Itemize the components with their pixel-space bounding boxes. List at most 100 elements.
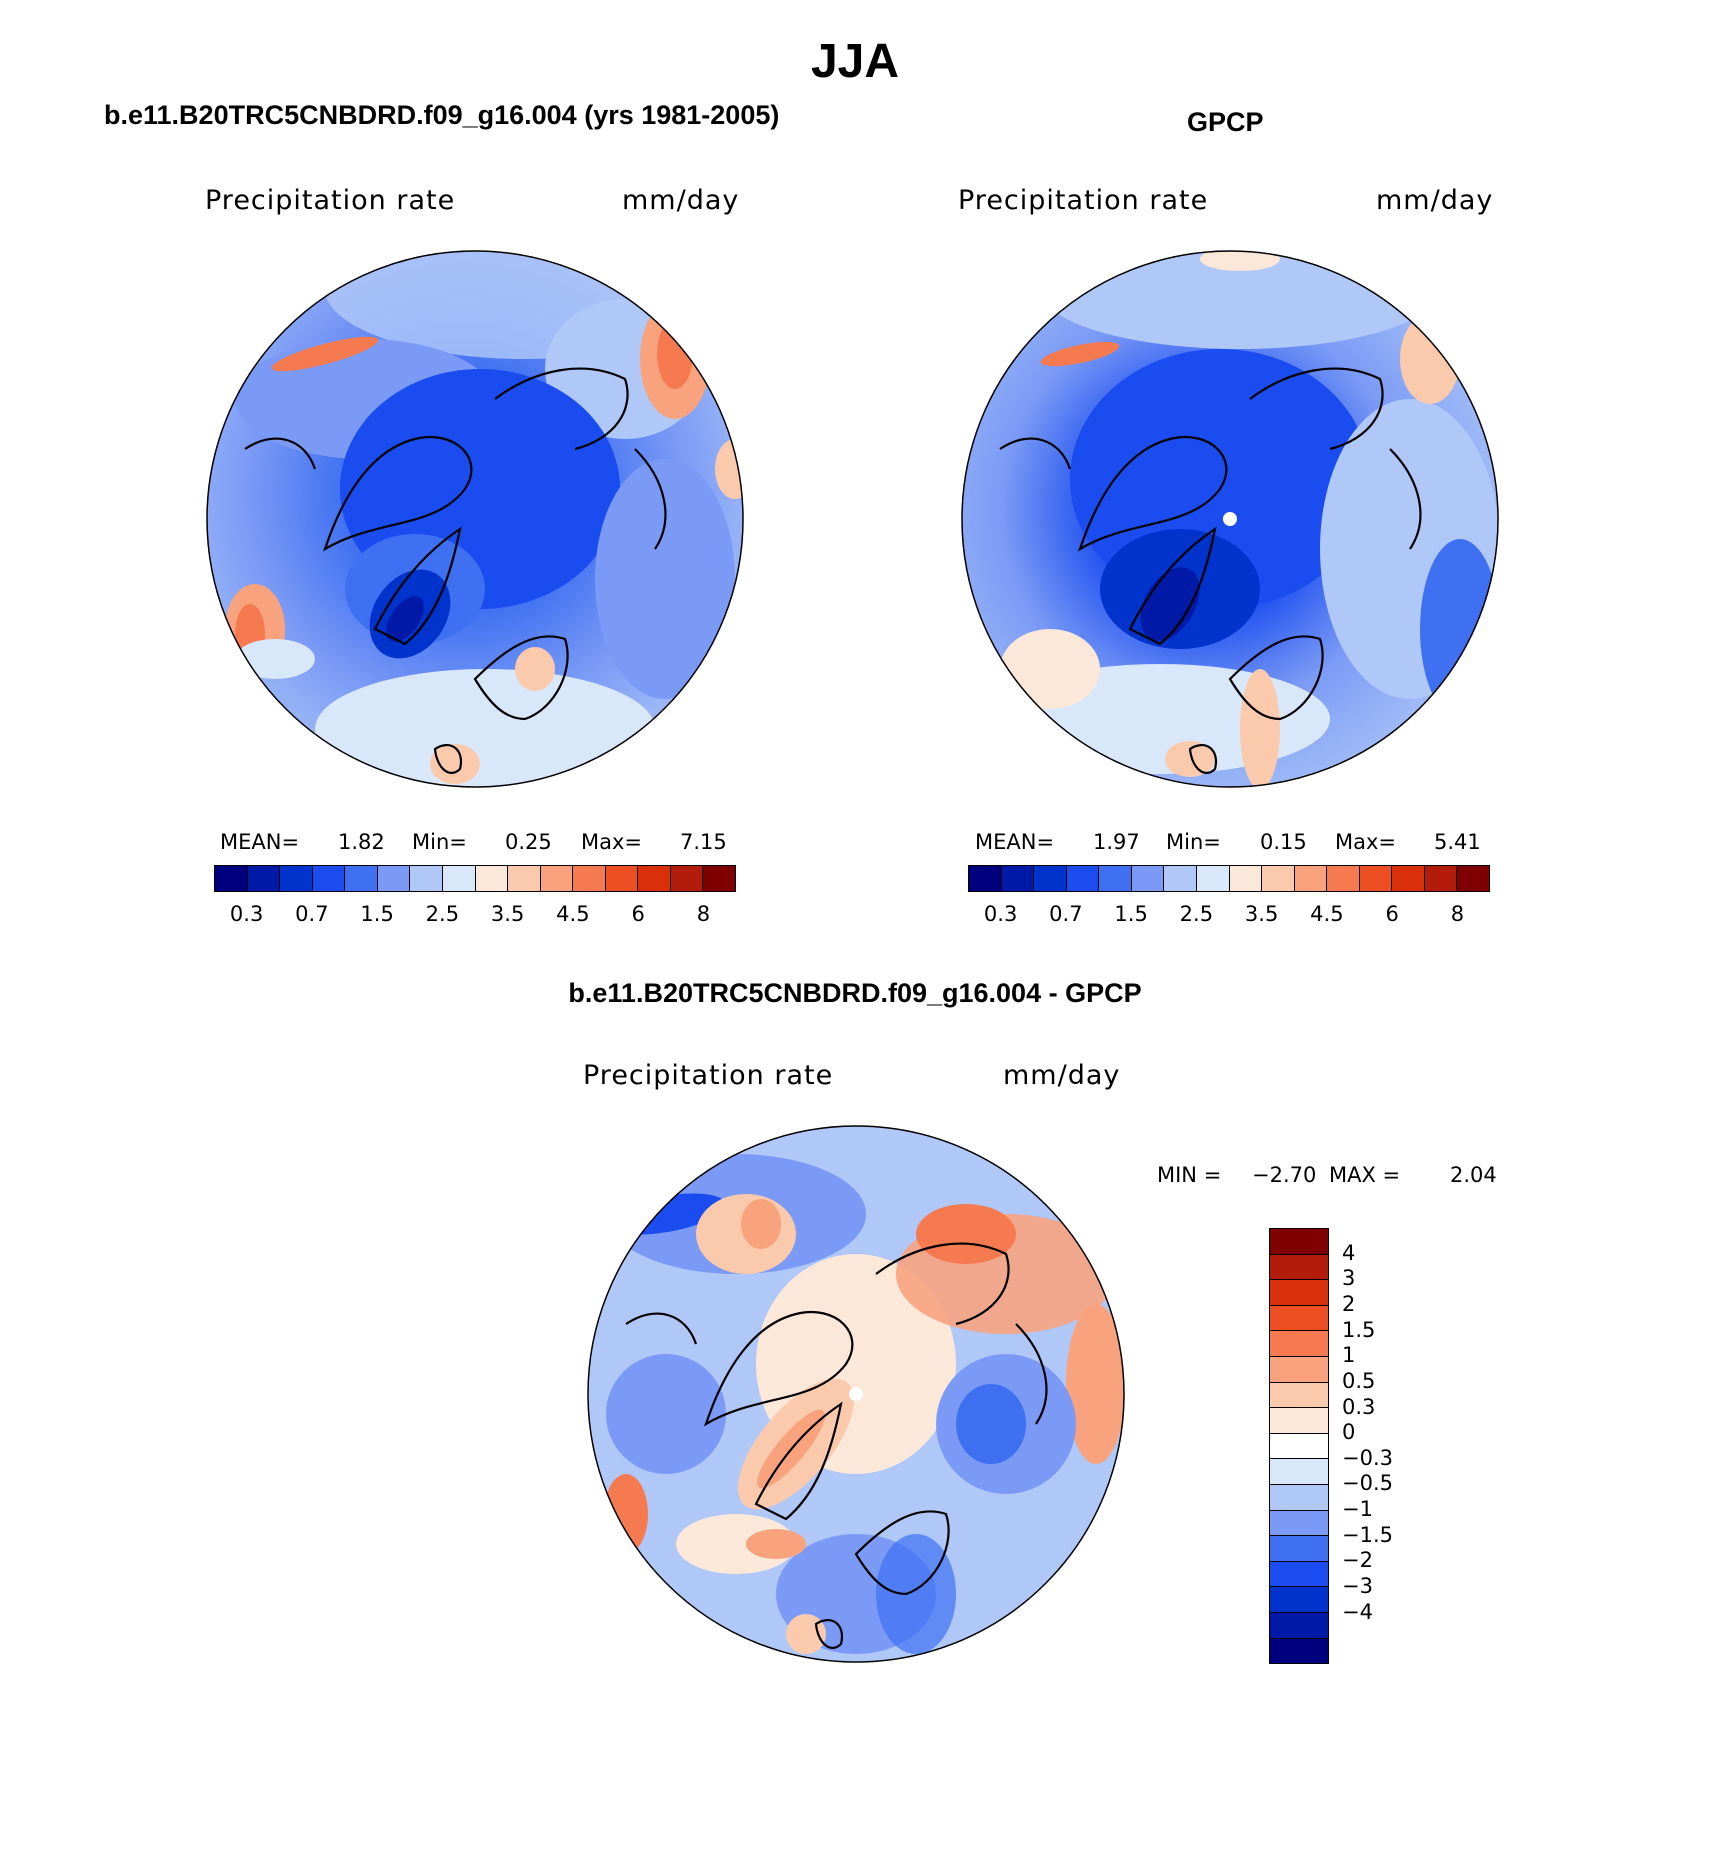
obs-min-value: 0.15	[1260, 830, 1307, 854]
model-variable-label: Precipitation rate	[205, 185, 456, 216]
colorbar-tick-label: 4	[1342, 1240, 1356, 1265]
colorbar-swatch	[1270, 1536, 1328, 1562]
colorbar-swatch	[1327, 866, 1360, 891]
colorbar-swatch	[1270, 1638, 1328, 1664]
colorbar-tick-label: 1.5	[1114, 902, 1148, 926]
diff-panel-title: b.e11.B20TRC5CNBDRD.f09_g16.004 - GPCP	[568, 978, 1142, 1008]
model-panel-title: b.e11.B20TRC5CNBDRD.f09_g16.004 (yrs 198…	[104, 100, 780, 130]
colorbar-tick-label: 0.3	[229, 902, 264, 926]
colorbar-tick-label: 1.5	[1342, 1317, 1376, 1342]
colorbar-swatch	[1270, 1305, 1328, 1332]
colorbar-tick-label: 6	[631, 902, 645, 926]
colorbar-swatch	[1270, 1612, 1328, 1639]
colorbar-tick-label: −1.5	[1342, 1522, 1393, 1547]
diff-max-value: 2.04	[1450, 1163, 1497, 1187]
diff-colorbar-ticks: 4 3 2 1.5 1 0.5 0.3 0 −0.3 −0.5 −1 −1.5 −2 −3 −4	[1342, 1228, 1462, 1664]
diff-min-label: MIN =	[1157, 1163, 1222, 1187]
colorbar-tick-label: −2	[1342, 1548, 1373, 1573]
colorbar-swatch	[1270, 1382, 1328, 1409]
colorbar-tick-label: 8	[1450, 902, 1465, 926]
colorbar-swatch	[1164, 866, 1197, 891]
colorbar-swatch	[1131, 866, 1165, 891]
colorbar-swatch	[1270, 1484, 1328, 1511]
colorbar-swatch	[1270, 1356, 1328, 1383]
colorbar-swatch	[540, 866, 574, 891]
colorbar-tick-label: −1	[1342, 1497, 1373, 1522]
model-mean-label: MEAN=	[220, 830, 300, 854]
obs-colorbar-ticks: 0.3 0.7 1.5 2.5 3.5 4.5 6 8	[968, 902, 1490, 928]
model-min-label: Min=	[412, 830, 467, 854]
colorbar-swatch	[969, 866, 1002, 891]
diff-colorbar	[1269, 1228, 1329, 1664]
colorbar-tick-label: 0.3	[983, 902, 1018, 926]
colorbar-tick-label: 1	[1342, 1343, 1356, 1368]
colorbar-swatch	[1229, 866, 1263, 891]
colorbar-swatch	[1270, 1408, 1328, 1434]
obs-units-label: mm/day	[1376, 185, 1494, 216]
colorbar-swatch	[1457, 866, 1489, 891]
colorbar-swatch	[1359, 866, 1393, 891]
colorbar-swatch	[410, 866, 443, 891]
colorbar-swatch	[442, 866, 476, 891]
model-colorbar	[214, 865, 736, 892]
colorbar-swatch	[1424, 866, 1458, 891]
colorbar-tick-label: 4.5	[1310, 902, 1344, 926]
diff-polar-map	[587, 1125, 1125, 1663]
obs-min-label: Min=	[1166, 830, 1221, 854]
colorbar-swatch	[1099, 866, 1132, 891]
colorbar-swatch	[280, 866, 313, 891]
colorbar-swatch	[345, 866, 378, 891]
figure-title: JJA	[810, 35, 900, 88]
colorbar-swatch	[247, 866, 281, 891]
colorbar-tick-label: 0.3	[1342, 1394, 1376, 1419]
colorbar-swatch	[1270, 1561, 1328, 1588]
colorbar-swatch	[1066, 866, 1100, 891]
colorbar-swatch	[475, 866, 509, 891]
colorbar-swatch	[1270, 1510, 1328, 1537]
model-mean-value: 1.82	[338, 830, 385, 854]
colorbar-swatch	[1392, 866, 1425, 891]
obs-colorbar	[968, 865, 1490, 892]
colorbar-swatch	[1270, 1331, 1328, 1357]
colorbar-tick-label: 3	[1342, 1266, 1356, 1291]
colorbar-tick-label: 0.7	[1049, 902, 1083, 926]
obs-variable-label: Precipitation rate	[958, 185, 1209, 216]
colorbar-tick-label: 3.5	[1244, 902, 1279, 926]
colorbar-tick-label: −0.3	[1342, 1445, 1393, 1470]
obs-polar-map	[961, 250, 1499, 788]
colorbar-tick-label: 2.5	[425, 902, 460, 926]
colorbar-tick-label: 3.5	[490, 902, 525, 926]
colorbar-tick-label: 4.5	[556, 902, 590, 926]
colorbar-tick-label: 0.5	[1342, 1368, 1376, 1393]
colorbar-swatch	[312, 866, 346, 891]
colorbar-tick-label: 6	[1385, 902, 1399, 926]
obs-mean-label: MEAN=	[975, 830, 1055, 854]
colorbar-swatch	[1270, 1587, 1328, 1613]
colorbar-tick-label: 2.5	[1179, 902, 1214, 926]
obs-max-value: 5.41	[1434, 830, 1481, 854]
colorbar-swatch	[1270, 1254, 1328, 1281]
colorbar-swatch	[638, 866, 671, 891]
diff-min-value: −2.70	[1252, 1163, 1317, 1187]
model-max-label: Max=	[581, 830, 643, 854]
obs-mean-value: 1.97	[1093, 830, 1140, 854]
colorbar-swatch	[605, 866, 639, 891]
diff-variable-label: Precipitation rate	[583, 1060, 834, 1091]
colorbar-swatch	[1034, 866, 1067, 891]
colorbar-swatch	[1001, 866, 1035, 891]
model-polar-map	[206, 250, 744, 788]
model-max-value: 7.15	[680, 830, 727, 854]
diff-max-label: MAX =	[1329, 1163, 1401, 1187]
colorbar-swatch	[1270, 1459, 1328, 1485]
colorbar-tick-label: 0	[1342, 1420, 1356, 1445]
colorbar-swatch	[1270, 1280, 1328, 1306]
colorbar-tick-label: −0.5	[1342, 1471, 1393, 1496]
colorbar-swatch	[508, 866, 541, 891]
model-colorbar-ticks: 0.3 0.7 1.5 2.5 3.5 4.5 6 8	[214, 902, 736, 928]
colorbar-swatch	[703, 866, 735, 891]
model-units-label: mm/day	[622, 185, 740, 216]
colorbar-swatch	[1294, 866, 1328, 891]
colorbar-swatch	[573, 866, 606, 891]
colorbar-tick-label: 2	[1342, 1291, 1356, 1316]
diff-units-label: mm/day	[1003, 1060, 1121, 1091]
